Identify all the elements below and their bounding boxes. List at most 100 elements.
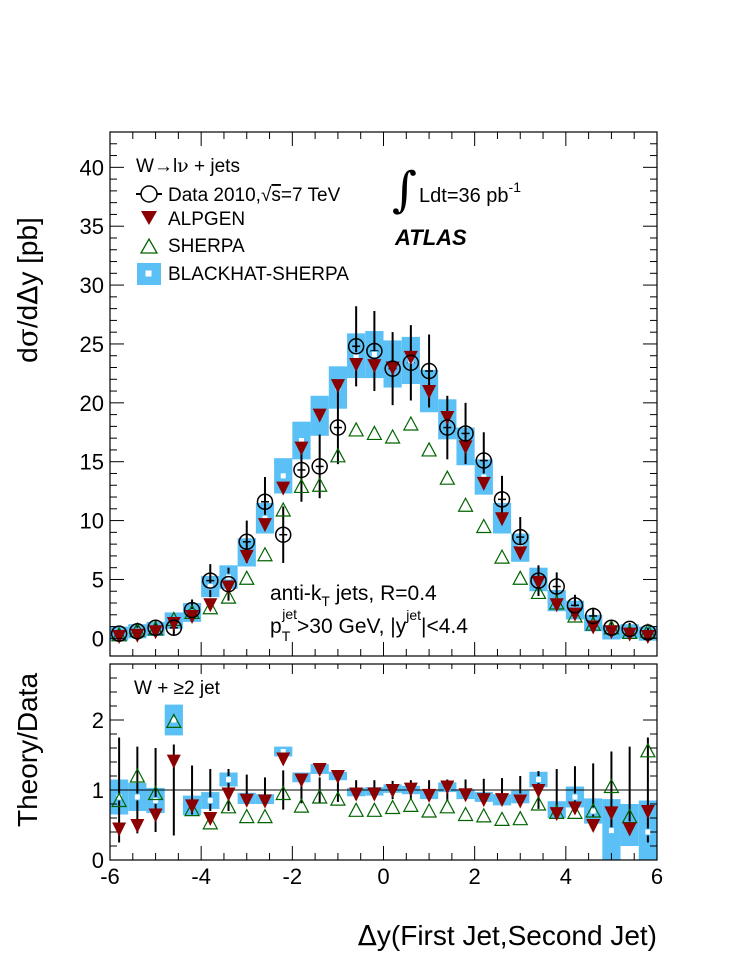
ratio-alpgen-marker xyxy=(239,793,254,808)
main-sherpa-marker xyxy=(421,441,438,457)
main-data-marker xyxy=(584,607,602,625)
main-sherpa-marker xyxy=(202,599,219,615)
main-data-marker xyxy=(366,342,383,360)
main-alpgen-marker xyxy=(294,441,309,456)
ratio-sherpa-marker xyxy=(639,742,656,758)
ratio-sherpa-marker xyxy=(603,778,620,794)
ratio-blackhat-marker xyxy=(589,807,597,815)
legend-header: W→lν + jets xyxy=(136,155,240,177)
main-blackhat-marker xyxy=(206,583,214,591)
legend-sherpa-label: SHERPA xyxy=(168,236,245,257)
ratio-alpgen-marker xyxy=(367,787,382,802)
main-sherpa-marker xyxy=(475,518,492,534)
main-alpgen-marker xyxy=(367,359,382,374)
ratio-alpgen-marker xyxy=(549,807,564,822)
ratio-alpgen-marker xyxy=(221,787,236,802)
main-sherpa-marker xyxy=(494,548,511,564)
ratio-alpgen-marker xyxy=(349,787,364,802)
ratio-sherpa-marker xyxy=(512,810,529,826)
x-tick-label: 2 xyxy=(469,864,481,889)
legend-blackhat-marker xyxy=(144,269,153,278)
main-sherpa-marker xyxy=(566,607,583,623)
main-data-marker xyxy=(220,575,237,593)
ratio-blackhat-marker xyxy=(571,793,579,801)
main-data-marker xyxy=(548,578,565,595)
main-y-axis-title: dσ/dΔy [pb] xyxy=(11,217,44,363)
main-alpgen-marker xyxy=(640,629,655,644)
legend-blackhat-label: BLACKHAT-SHERPA xyxy=(168,264,349,285)
ratio-sherpa-marker xyxy=(293,797,310,813)
main-data-marker xyxy=(165,619,183,636)
main-data-marker xyxy=(311,458,328,475)
main-data-marker xyxy=(202,572,219,589)
main-alpgen-marker xyxy=(130,628,145,643)
legend-data-marker xyxy=(140,185,158,203)
ratio-sherpa-marker xyxy=(129,767,146,783)
main-sherpa-marker xyxy=(256,546,273,562)
ratio-alpgen-marker xyxy=(495,793,510,808)
legend-alpgen-marker xyxy=(141,211,157,225)
main-data-marker xyxy=(329,419,347,436)
main-alpgen-marker xyxy=(622,627,637,642)
ratio-blackhat-marker xyxy=(152,797,160,804)
main-alpgen-marker xyxy=(203,598,218,613)
main-y-tick-label: 15 xyxy=(80,450,104,475)
ratio-alpgen-marker xyxy=(403,782,418,797)
x-tick-label: 4 xyxy=(560,864,572,889)
main-data-marker xyxy=(566,597,584,614)
legend-sherpa-marker xyxy=(139,237,159,254)
x-tick-label: 6 xyxy=(651,864,663,889)
main-sherpa-marker xyxy=(439,469,456,485)
main-alpgen-marker xyxy=(403,350,418,365)
ratio-alpgen-marker xyxy=(604,806,619,821)
main-sherpa-marker xyxy=(220,588,237,604)
main-sherpa-marker xyxy=(238,570,255,585)
main-y-tick-label: 5 xyxy=(92,567,104,592)
main-alpgen-marker xyxy=(531,575,546,590)
main-data-marker xyxy=(293,461,310,479)
main-sherpa-marker xyxy=(366,425,383,441)
main-sherpa-marker xyxy=(311,476,328,492)
jet-algorithm-annotation: anti-kT jets, R=0.4 xyxy=(270,582,437,609)
main-data-marker xyxy=(402,354,420,372)
main-alpgen-marker xyxy=(604,625,619,640)
ratio-sherpa-marker xyxy=(475,807,492,823)
ratio-y-axis-title: Theory/Data xyxy=(12,673,43,827)
main-sherpa-marker xyxy=(457,497,474,512)
main-y-tick-label: 25 xyxy=(80,332,104,357)
ratio-alpgen-marker xyxy=(276,752,291,767)
main-panel: 0 5 10 15 20 25 30 35 40 dσ/dΔy [pb] W→lν + jets… xyxy=(11,131,658,657)
legend-data-label: Data 2010,√s=7 TeV xyxy=(168,185,341,206)
main-alpgen-marker xyxy=(148,625,163,640)
main-alpgen-marker xyxy=(330,379,345,394)
ratio-sherpa-marker xyxy=(384,799,401,815)
main-y-tick-label: 30 xyxy=(80,273,104,298)
main-alpgen-marker xyxy=(349,357,364,372)
ratio-alpgen-marker xyxy=(312,763,327,777)
main-alpgen-marker xyxy=(440,410,455,425)
main-alpgen-marker xyxy=(112,629,127,644)
ratio-panel: 0 1 2 -6 -4 -2 0 2 4 6 Theory/Data W + ≥2 jet Δy(… xyxy=(12,663,663,952)
ratio-alpgen-marker xyxy=(513,794,528,809)
main-sherpa-marker xyxy=(348,421,365,437)
ratio-y-tick-label: 2 xyxy=(92,708,104,733)
main-sherpa-marker xyxy=(329,447,346,463)
main-data-marker xyxy=(256,493,274,510)
main-data-marker xyxy=(512,528,529,546)
main-y-tick-label: 40 xyxy=(80,155,104,180)
ratio-sherpa-marker xyxy=(530,795,547,811)
ratio-alpgen-marker xyxy=(385,784,400,798)
main-sherpa-marker xyxy=(275,501,292,517)
main-sherpa-marker xyxy=(402,415,419,431)
ratio-alpgen-marker xyxy=(294,773,309,788)
ratio-blackhat-marker xyxy=(644,828,652,836)
main-blackhat-marker xyxy=(279,472,287,480)
main-data-marker xyxy=(439,419,456,436)
ratio-sherpa-marker xyxy=(348,802,365,817)
main-alpgen-marker xyxy=(385,361,400,376)
main-alpgen-marker xyxy=(513,546,528,561)
ratio-sherpa-marker xyxy=(402,797,419,812)
ratio-sherpa-marker xyxy=(238,808,255,824)
main-alpgen-marker xyxy=(239,549,254,564)
